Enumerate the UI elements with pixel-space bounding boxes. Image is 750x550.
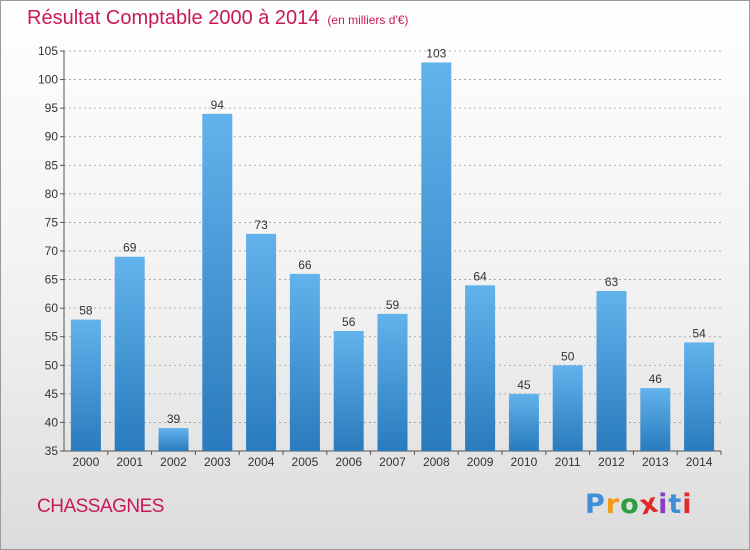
commune-name: CHASSAGNES [37,496,164,517]
data-label: 45 [517,378,531,392]
x-tick-label: 2010 [511,455,538,469]
x-tick-label: 2013 [642,455,669,469]
bar-2001 [114,256,145,451]
x-tick-label: 2003 [204,455,231,469]
bar-2014 [684,342,715,451]
y-tick-label: 100 [38,73,58,87]
y-tick-label: 90 [45,130,59,144]
y-tick-label: 85 [45,158,59,172]
bar-2002 [158,428,189,451]
x-tick-label: 2012 [598,455,625,469]
labels: 35 40 45 50 55 60 65 70 75 80 85 90 95 100 105 58 2000 69… [38,44,713,469]
bar-2008 [421,62,452,452]
bar-2006 [333,331,364,451]
y-tick-label: 55 [45,330,59,344]
data-label: 58 [79,304,93,318]
data-label: 46 [649,372,663,386]
bar-2010 [508,393,539,451]
y-tick-label: 35 [45,444,59,458]
y-tick-label: 50 [45,358,59,372]
data-label: 50 [561,349,575,363]
y-tick-label: 65 [45,273,59,287]
bar-2005 [289,273,320,451]
data-label: 103 [426,46,446,60]
x-tick-label: 2001 [116,455,143,469]
y-tick-label: 105 [38,44,58,58]
y-tick-label: 95 [45,101,59,115]
x-tick-label: 2008 [423,455,450,469]
proxiti-logo: Proxiti [585,487,693,522]
data-label: 69 [123,241,137,255]
chart-title: Résultat Comptable 2000 à 2014 [27,7,320,29]
title-row: Résultat Comptable 2000 à 2014 (en millie… [27,7,408,30]
x-tick-label: 2002 [160,455,187,469]
bar-2012 [596,291,627,451]
data-label: 66 [298,258,312,272]
bar-2007 [377,313,408,451]
x-tick-label: 2011 [555,455,581,469]
y-tick-label: 45 [45,387,59,401]
bar-2004 [246,233,277,451]
data-label: 63 [605,275,619,289]
y-tick-label: 40 [45,415,59,429]
data-label: 73 [254,218,268,232]
bar-2009 [465,285,496,451]
x-tick-label: 2000 [73,455,100,469]
bar-2013 [640,388,671,451]
bar-2000 [70,319,101,451]
chart-subtitle: (en milliers d'€) [327,13,409,27]
x-tick-label: 2005 [292,455,319,469]
data-label: 59 [386,298,400,312]
x-tick-label: 2014 [686,455,713,469]
bar-2011 [552,365,583,451]
data-label: 54 [692,326,706,340]
y-tick-label: 80 [45,187,59,201]
y-tick-label: 60 [45,301,59,315]
bars [70,62,715,452]
y-tick-label: 70 [45,244,59,258]
data-label: 64 [473,269,487,283]
data-label: 56 [342,315,356,329]
data-label: 94 [211,98,225,112]
x-tick-label: 2009 [467,455,494,469]
y-tick-label: 75 [45,215,59,229]
bar-2003 [202,113,233,451]
x-tick-label: 2006 [335,455,362,469]
data-label: 39 [167,412,181,426]
x-tick-label: 2007 [379,455,406,469]
x-tick-label: 2004 [248,455,275,469]
